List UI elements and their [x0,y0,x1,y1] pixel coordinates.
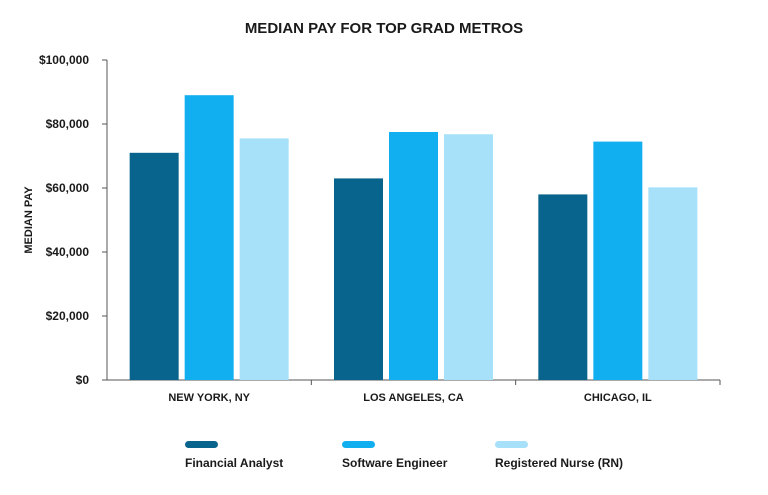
y-tick-label: $0 [76,373,90,387]
y-tick-label: $40,000 [46,245,90,259]
legend-item: Registered Nurse (RN) [495,441,623,470]
bars [129,95,698,380]
bar [593,141,643,380]
y-axis-label: MEDIAN PAY [23,186,35,254]
bar [444,134,493,380]
x-tick-label: NEW YORK, NY [168,392,250,404]
bar [239,138,289,380]
bar [129,152,179,380]
y-tick-label: $100,000 [39,53,89,67]
legend: Financial Analyst Software Engineer Regist… [185,441,623,470]
legend-label: Financial Analyst [185,456,283,470]
bar [538,194,588,380]
legend-swatch [185,441,218,448]
bar [334,178,383,380]
y-tick-label: $80,000 [46,117,90,131]
y-tick-label: $20,000 [46,309,90,323]
bar [184,95,234,380]
axes: $0 $20,000 $40,000 $60,000 $80,000 $100,000 NE… [39,53,721,404]
legend-swatch [342,441,375,448]
chart-title: MEDIAN PAY FOR TOP GRAD METROS [245,20,523,37]
legend-label: Registered Nurse (RN) [495,456,623,470]
legend-label: Software Engineer [342,456,448,470]
legend-item: Financial Analyst [185,441,283,470]
y-tick-label: $60,000 [46,181,90,195]
legend-swatch [495,441,528,448]
bar [648,187,698,380]
x-tick-label: CHICAGO, IL [584,392,652,404]
legend-item: Software Engineer [342,441,448,470]
bar [389,132,438,380]
x-tick-label: LOS ANGELES, CA [363,392,463,404]
